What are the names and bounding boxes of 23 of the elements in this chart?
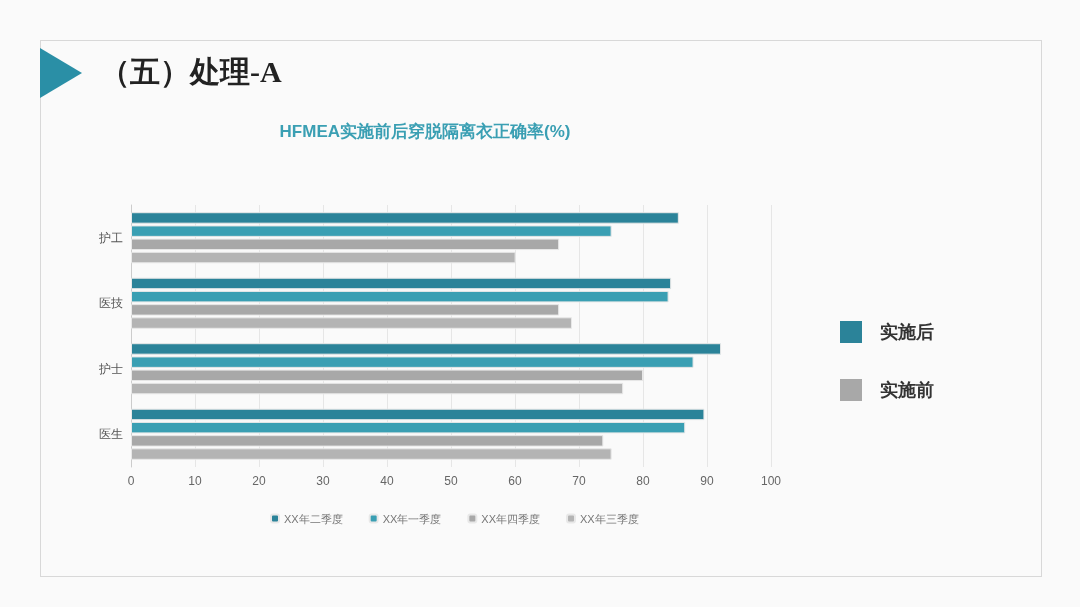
legend-label: XX年四季度 xyxy=(481,512,541,525)
legend-label: XX年二季度 xyxy=(284,512,343,525)
text: （五）处理-A xyxy=(100,54,282,90)
text: 实施后 xyxy=(880,320,934,344)
x-tick-label: 60 xyxy=(508,474,522,488)
y-tick-label: 护士 xyxy=(98,361,123,376)
chart-title: HFMEA实施前后穿脱隔离衣正确率(%) xyxy=(279,122,571,141)
y-tick-label: 护工 xyxy=(98,230,123,245)
x-tick-label: 40 xyxy=(380,474,394,488)
x-tick-label: 100 xyxy=(760,474,782,488)
x-tick-label: 20 xyxy=(252,474,266,488)
y-tick-label: 医生 xyxy=(99,427,123,442)
x-tick-label: 30 xyxy=(316,474,330,488)
x-tick-label: 70 xyxy=(572,474,586,488)
x-tick-label: 0 xyxy=(127,474,135,488)
x-tick-label: 50 xyxy=(444,474,458,488)
y-tick-label: 医技 xyxy=(99,296,123,311)
x-tick-label: 10 xyxy=(188,474,202,488)
x-tick-label: 90 xyxy=(700,474,714,488)
legend-label: XX年三季度 xyxy=(580,512,639,525)
x-tick-label: 80 xyxy=(636,474,650,488)
text: 实施前 xyxy=(880,378,934,402)
legend-label: XX年一季度 xyxy=(382,512,442,525)
